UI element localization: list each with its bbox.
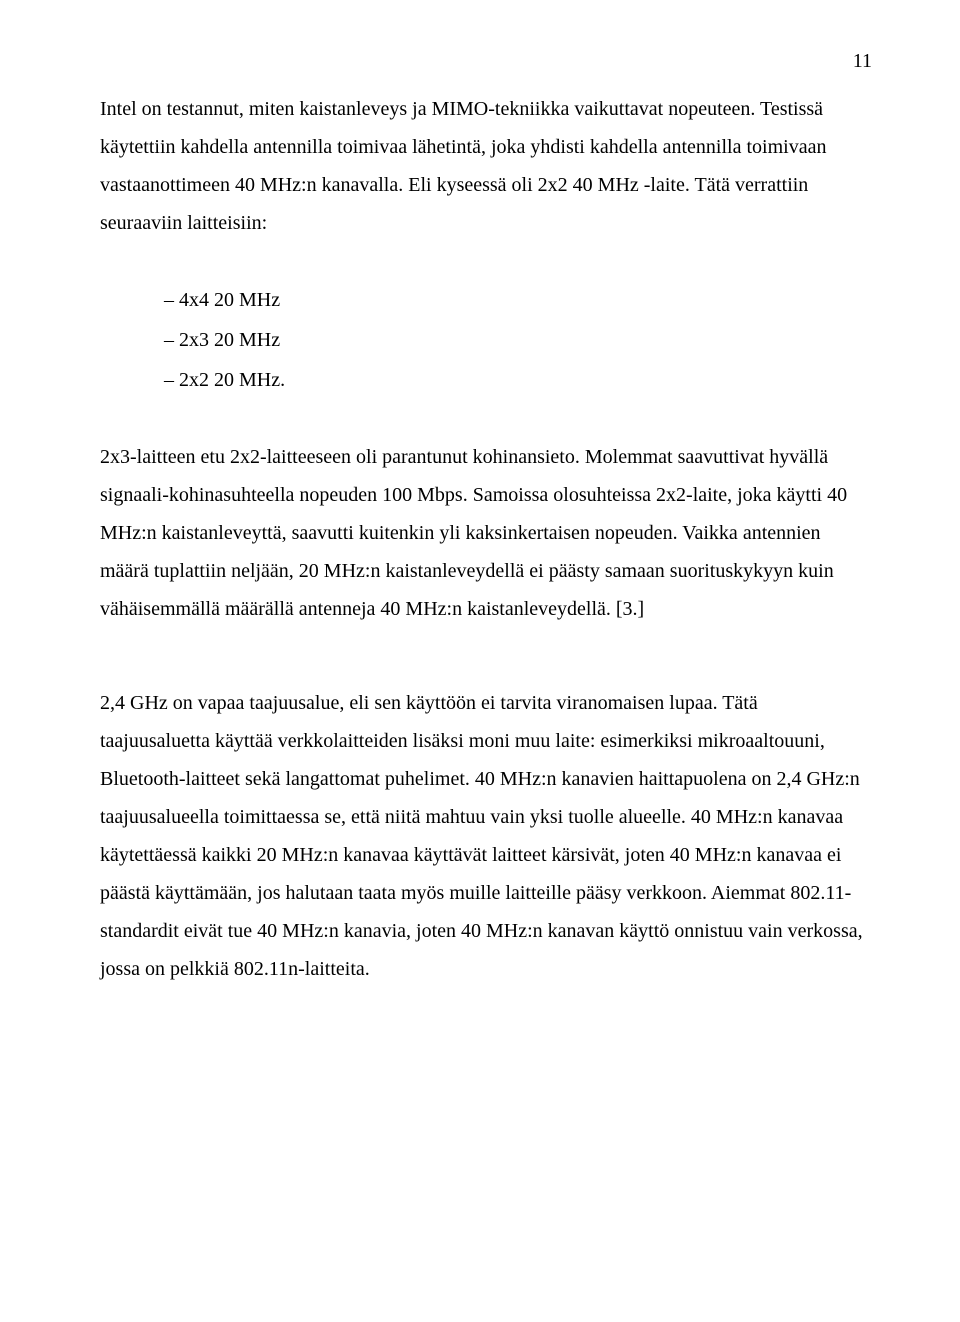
paragraph-1: Intel on testannut, miten kaistanleveys … [100,90,872,242]
document-page: 11 Intel on testannut, miten kaistanleve… [0,0,960,1322]
list-item: – 4x4 20 MHz [164,280,872,320]
list-item: – 2x2 20 MHz. [164,360,872,400]
body-text: Intel on testannut, miten kaistanleveys … [100,90,872,988]
page-number: 11 [853,50,872,73]
device-list: – 4x4 20 MHz – 2x3 20 MHz – 2x2 20 MHz. [164,280,872,400]
paragraph-2: 2x3-laitteen etu 2x2-laitteeseen oli par… [100,438,872,628]
paragraph-3: 2,4 GHz on vapaa taajuusalue, eli sen kä… [100,684,872,988]
list-item: – 2x3 20 MHz [164,320,872,360]
paragraph-spacer [100,628,872,684]
